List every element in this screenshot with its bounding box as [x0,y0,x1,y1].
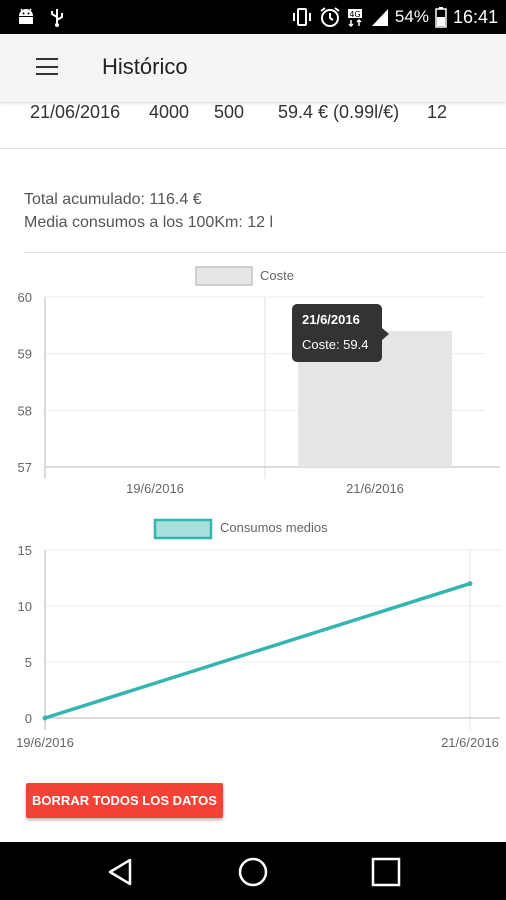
status-bar: 4G 54% 16:41 [0,0,506,34]
vibrate-icon [292,8,311,26]
record-cost: 59.4 € (0.99l/€) [278,102,400,122]
clear-all-data-button[interactable]: BORRAR TODOS LOS DATOS [26,783,223,818]
x-tick-label: 21/6/2016 [346,481,404,496]
back-icon[interactable] [104,856,136,888]
data-point-consumos [42,715,48,721]
record-consumption: 12 [427,102,448,122]
y-tick-label: 10 [18,599,32,614]
alarm-icon [320,7,340,27]
legend-label-coste: Coste [260,268,294,283]
record-date: 21/06/2016 [30,102,121,122]
y-tick-label: 59 [18,347,32,362]
clock: 16:41 [452,6,498,27]
signal-icon [371,9,388,26]
y-tick-label: 5 [25,655,32,670]
app-bar: Histórico [0,34,506,102]
y-tick-label: 60 [18,290,32,305]
y-tick-label: 15 [18,543,32,558]
record-km: 4000 [149,102,190,122]
x-tick-label: 19/6/2016 [126,481,184,496]
svg-text:4G: 4G [349,10,360,19]
tooltip-title: 21/6/2016 [302,312,360,327]
total-accumulated: Total acumulado: 116.4 € [24,191,202,208]
x-tick-label: 21/6/2016 [441,735,499,750]
battery-icon [435,7,447,28]
history-row[interactable]: 21/06/2016 4000 500 59.4 € (0.99l/€) 12 [0,102,506,149]
tooltip-caret [382,328,389,340]
x-tick-label: 19/6/2016 [16,735,74,750]
y-tick-label: 58 [18,403,32,418]
usb-icon [51,9,63,27]
battery-percent: 54% [394,7,429,26]
record-distance: 500 [214,102,245,122]
page-title: Histórico [102,54,188,79]
consumption-line-chart[interactable]: Consumos medios 0 5 10 15 19/6/2016 21/6/2016 [0,512,506,752]
tooltip-box [292,304,382,362]
tooltip-text: Coste: 59.4 [302,337,369,352]
y-tick-label: 0 [25,711,32,726]
recents-icon[interactable] [370,856,402,888]
divider [24,252,506,253]
legend-swatch-consumos [153,518,213,540]
hamburger-menu-icon[interactable] [36,58,58,76]
home-icon[interactable] [237,856,269,888]
y-tick-label: 57 [18,460,32,475]
navigation-bar [0,842,506,900]
average-consumption: Media consumos a los 100Km: 12 l [24,214,274,231]
data-point-consumos [467,581,473,587]
hd-network-icon: 4G [347,9,362,27]
legend-swatch-coste [195,266,253,286]
android-icon [19,8,33,24]
series-line-consumos [43,581,472,720]
cost-bar-chart[interactable]: Coste 57 58 59 60 19/6/2016 21/6/2016 21/6/2016… [0,262,506,502]
summary: Total acumulado: 116.4 € Media consumos … [24,188,273,234]
legend-label-consumos: Consumos medios [220,520,328,535]
